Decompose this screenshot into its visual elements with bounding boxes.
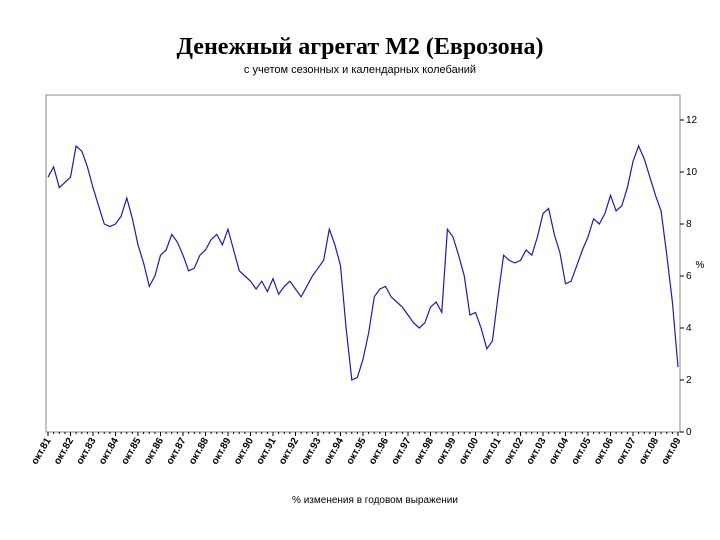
x-tick-label: окт.09 <box>660 436 684 467</box>
x-tick-label: окт.83 <box>75 436 99 467</box>
y-tick-label: 6 <box>686 271 692 282</box>
y-tick-label: 8 <box>686 219 692 230</box>
x-tick-label: окт.84 <box>97 436 121 467</box>
x-tick-label: окт.87 <box>165 436 189 467</box>
y-tick-label: 4 <box>686 323 692 334</box>
x-tick-label: окт.90 <box>232 436 256 467</box>
x-tick-label: окт.00 <box>457 436 481 467</box>
x-tick-label: окт.03 <box>525 436 549 467</box>
data-line <box>47 144 679 381</box>
chart-title: Денежный агрегат М2 (Еврозона) <box>177 34 544 60</box>
x-tick-label: окт.99 <box>435 436 459 467</box>
x-tick-label: окт.08 <box>637 436 661 467</box>
x-tick-label: окт.97 <box>390 436 414 467</box>
x-tick-label: окт.95 <box>345 436 369 467</box>
x-tick-label: окт.85 <box>120 436 144 467</box>
y-tick-label: 0 <box>686 427 692 438</box>
y-axis-label: % <box>696 260 705 271</box>
x-tick-label: окт.04 <box>547 436 571 467</box>
x-tick-label: окт.91 <box>255 436 279 467</box>
x-tick-label: окт.88 <box>187 436 211 467</box>
x-axis-label: % изменения в годовом выражении <box>292 495 458 506</box>
x-tick-label: окт.89 <box>210 436 234 467</box>
x-tick-label: окт.96 <box>367 436 391 467</box>
x-tick-label: окт.98 <box>412 436 436 467</box>
x-tick-label: окт.86 <box>142 436 166 467</box>
x-tick-label: окт.81 <box>30 436 54 467</box>
x-tick-label: окт.05 <box>570 436 594 467</box>
y-tick-label: 10 <box>686 167 698 178</box>
plot-frame <box>45 94 681 433</box>
x-tick-label: окт.92 <box>277 436 301 467</box>
x-tick-label: окт.01 <box>480 436 504 467</box>
chart-subtitle: с учетом сезонных и календарных колебани… <box>244 64 476 76</box>
x-tick-label: окт.07 <box>615 436 639 467</box>
x-tick-label: окт.82 <box>52 436 76 467</box>
y-tick-label: 2 <box>686 375 692 386</box>
x-tick-label: окт.06 <box>592 436 616 467</box>
x-tick-label: окт.94 <box>322 436 346 467</box>
y-tick-label: 12 <box>686 115 698 126</box>
x-tick-label: окт.93 <box>300 436 324 467</box>
x-tick-label: окт.02 <box>502 436 526 467</box>
